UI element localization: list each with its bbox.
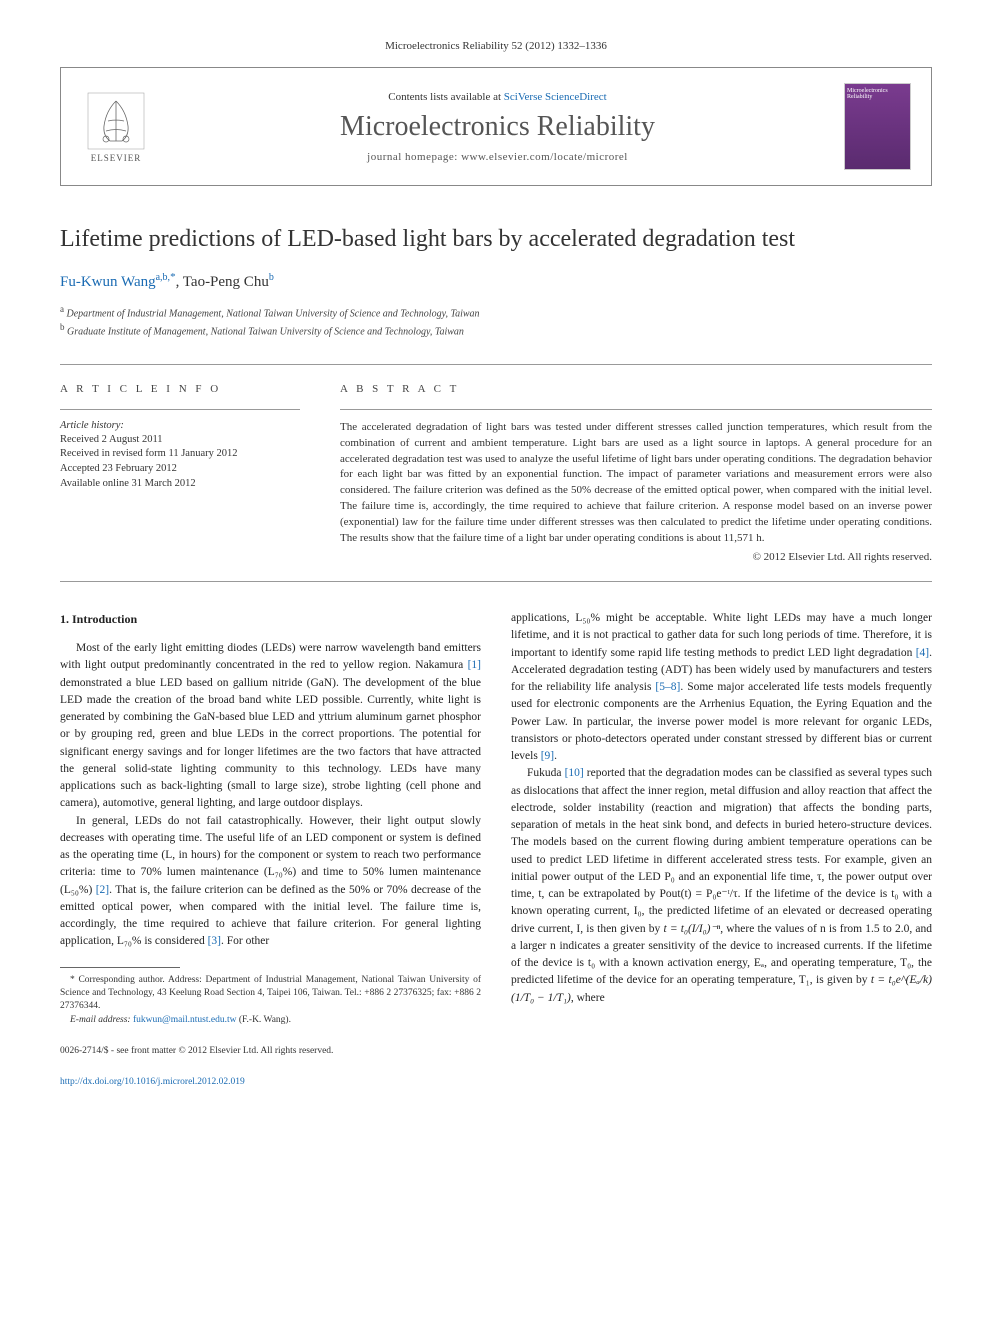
abstract-heading: A B S T R A C T [340, 383, 932, 395]
email-link[interactable]: fukwun@mail.ntust.edu.tw [133, 1015, 236, 1025]
intro-p3: applications, L₅₀% might be acceptable. … [511, 610, 932, 765]
info-heading: A R T I C L E I N F O [60, 383, 300, 395]
homepage-url[interactable]: www.elsevier.com/locate/microrel [461, 151, 628, 163]
email-footnote: E-mail address: fukwun@mail.ntust.edu.tw… [60, 1014, 481, 1027]
elsevier-tree-icon [86, 91, 146, 151]
accepted-date: Accepted 23 February 2012 [60, 462, 300, 477]
revised-date: Received in revised form 11 January 2012 [60, 447, 300, 462]
intro-p2: In general, LEDs do not fail catastrophi… [60, 813, 481, 951]
doi-link[interactable]: http://dx.doi.org/10.1016/j.microrel.201… [60, 1077, 245, 1087]
info-abstract-row: A R T I C L E I N F O Article history: R… [60, 365, 932, 582]
abstract-copyright: © 2012 Elsevier Ltd. All rights reserved… [340, 551, 932, 563]
journal-reference: Microelectronics Reliability 52 (2012) 1… [60, 40, 932, 52]
intro-p4: Fukuda [10] reported that the degradatio… [511, 765, 932, 1007]
abstract-column: A B S T R A C T The accelerated degradat… [340, 383, 932, 564]
footnote-divider [60, 967, 180, 968]
authors: Fu-Kwun Wanga,b,*, Tao-Peng Chub [60, 271, 932, 291]
article-title: Lifetime predictions of LED-based light … [60, 226, 932, 253]
formula-1: t = t₀(I/I₀)⁻ⁿ [663, 923, 720, 935]
history-label: Article history: [60, 420, 300, 431]
divider-bottom [60, 581, 932, 582]
received-date: Received 2 August 2011 [60, 433, 300, 448]
online-date: Available online 31 March 2012 [60, 477, 300, 492]
journal-cover-thumbnail: Microelectronics Reliability [844, 83, 911, 170]
journal-header: ELSEVIER Contents lists available at Sci… [60, 67, 932, 186]
abstract-text: The accelerated degradation of light bar… [340, 410, 932, 548]
footer-issn: 0026-2714/$ - see front matter © 2012 El… [60, 1045, 481, 1058]
body-columns: 1. Introduction Most of the early light … [60, 610, 932, 1089]
publisher-name: ELSEVIER [91, 153, 142, 163]
contents-line: Contents lists available at SciVerse Sci… [151, 91, 844, 103]
intro-p1: Most of the early light emitting diodes … [60, 640, 481, 813]
page: Microelectronics Reliability 52 (2012) 1… [0, 0, 992, 1129]
affiliations: a Department of Industrial Management, N… [60, 303, 932, 340]
author-link-1[interactable]: Fu-Kwun Wang [60, 274, 156, 290]
left-column: 1. Introduction Most of the early light … [60, 610, 481, 1089]
corresponding-footnote: * Corresponding author. Address: Departm… [60, 974, 481, 1014]
sciencedirect-link[interactable]: SciVerse ScienceDirect [504, 91, 607, 103]
footer-doi: http://dx.doi.org/10.1016/j.microrel.201… [60, 1076, 481, 1089]
homepage-line: journal homepage: www.elsevier.com/locat… [151, 151, 844, 163]
publisher-logo: ELSEVIER [81, 87, 151, 167]
journal-name: Microelectronics Reliability [151, 111, 844, 143]
header-center: Contents lists available at SciVerse Sci… [151, 91, 844, 163]
right-column: applications, L₅₀% might be acceptable. … [511, 610, 932, 1089]
section-1-heading: 1. Introduction [60, 610, 481, 628]
article-info: A R T I C L E I N F O Article history: R… [60, 383, 300, 564]
